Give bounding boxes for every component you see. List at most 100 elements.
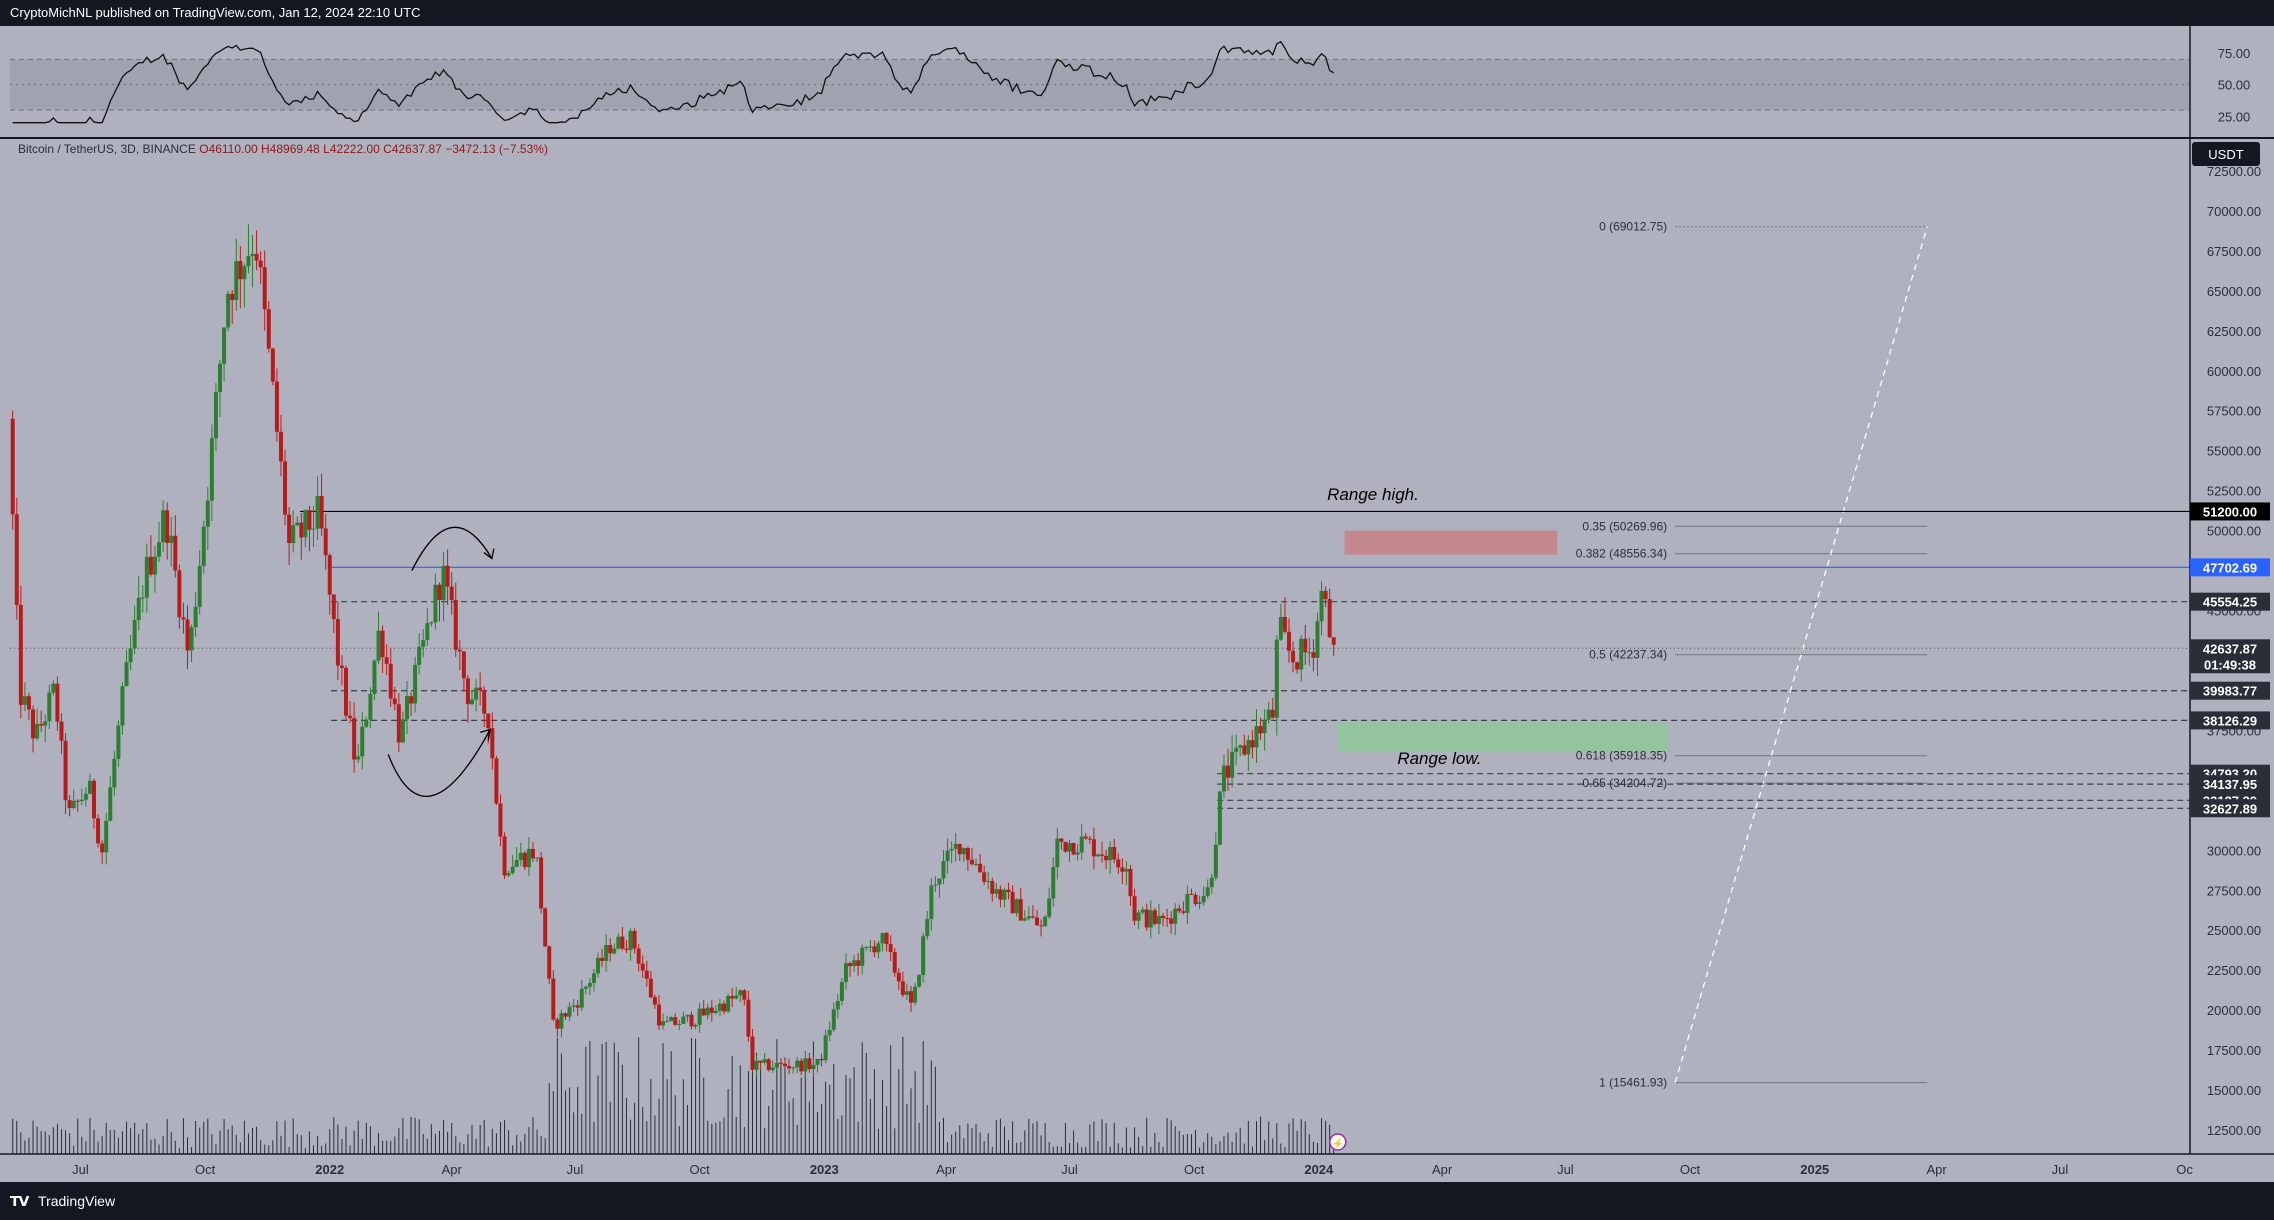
candle-body xyxy=(827,1029,832,1036)
candle-body xyxy=(445,565,450,587)
y-tick-label: 67500.00 xyxy=(2207,244,2261,259)
candle-body xyxy=(880,933,885,944)
current-price-tag-label: 42637.87 xyxy=(2203,641,2257,656)
candle-body xyxy=(1030,916,1035,918)
candle-body xyxy=(1148,910,1153,928)
candle-body xyxy=(579,988,584,1008)
candle-body xyxy=(157,542,162,557)
candle-body xyxy=(490,728,495,759)
candle-body xyxy=(1055,838,1060,868)
level-price-tag-label: 51200.00 xyxy=(2203,504,2257,519)
level-price-tag: 38126.29 xyxy=(2190,711,2270,730)
rsi-line xyxy=(12,40,1335,124)
y-tick-label: 15000.00 xyxy=(2207,1083,2261,1098)
x-tick-label: 2022 xyxy=(315,1162,344,1177)
candle-body xyxy=(978,863,983,873)
level-price-tag-bg xyxy=(2190,711,2270,730)
footer-brand[interactable]: TradingView xyxy=(38,1193,116,1209)
candle-body xyxy=(437,584,442,600)
level-price-tag: 47702.69 xyxy=(2190,558,2270,577)
candle-body xyxy=(59,721,64,741)
candle-body xyxy=(563,1013,568,1017)
candle-body xyxy=(1287,631,1292,651)
candle-body xyxy=(1201,895,1206,903)
candle-body xyxy=(315,496,320,529)
y-tick-label: 30000.00 xyxy=(2207,843,2261,858)
arc-arrow-top xyxy=(411,526,493,571)
candle-body xyxy=(246,256,251,267)
chart-area[interactable]: 25.00 50.00 75.00 0 (69012.75) 0.35 (50269.9… xyxy=(0,26,2274,1182)
candle-body xyxy=(697,1008,702,1025)
y-tick-label: 72500.00 xyxy=(2207,164,2261,179)
candle-body xyxy=(994,889,999,894)
candle-body xyxy=(624,948,629,950)
candle-body xyxy=(254,253,259,261)
x-tick-label: Apr xyxy=(1927,1162,1948,1177)
lightning-icon[interactable]: ⚡ xyxy=(1329,1133,1347,1151)
candle-body xyxy=(831,1009,836,1030)
candle-body xyxy=(1002,889,1007,900)
candle-body xyxy=(957,843,962,855)
candle-body xyxy=(234,261,239,301)
candle-body xyxy=(226,293,231,328)
candle-body xyxy=(1319,590,1324,622)
candle-body xyxy=(1209,877,1214,888)
x-tick-label: Oc xyxy=(2176,1162,2193,1177)
fib-level-label: 0.65 (34204.72) xyxy=(1582,776,1667,790)
currency-box[interactable]: USDT xyxy=(2192,142,2260,166)
candle-body xyxy=(18,604,23,705)
chart-svg[interactable]: 25.00 50.00 75.00 0 (69012.75) 0.35 (50269.9… xyxy=(0,26,2274,1182)
rsi-band xyxy=(10,59,2190,110)
candle-body xyxy=(782,1063,787,1067)
candle-body xyxy=(616,936,621,949)
candle-body xyxy=(413,664,418,704)
x-tick-label: Jul xyxy=(567,1162,584,1177)
candle-body xyxy=(925,919,930,937)
candle-body xyxy=(63,740,68,801)
candles xyxy=(10,224,1336,1078)
candle-body xyxy=(933,884,938,886)
candle-body xyxy=(1246,740,1251,755)
candle-body xyxy=(835,1001,840,1010)
candle-body xyxy=(514,860,519,867)
fib-level-label: 0.382 (48556.34) xyxy=(1576,547,1667,561)
tradingview-logo-icon[interactable]: 𝗧𝗩 xyxy=(10,1193,29,1209)
y-tick-label: 20000.00 xyxy=(2207,1003,2261,1018)
candle-body xyxy=(949,848,954,851)
candle-body xyxy=(278,431,283,462)
candle-body xyxy=(323,528,328,556)
level-price-tag: 34137.95 xyxy=(2190,775,2270,794)
candle-body xyxy=(884,933,889,945)
candle-body xyxy=(1181,911,1186,913)
candle-body xyxy=(815,1058,820,1065)
y-tick-label: 25000.00 xyxy=(2207,923,2261,938)
candle-body xyxy=(165,510,170,543)
candle-body xyxy=(811,1064,816,1070)
candle-body xyxy=(213,392,218,439)
candle-body xyxy=(400,719,405,743)
candle-body xyxy=(100,843,105,853)
candle-body xyxy=(665,1021,670,1023)
candle-body xyxy=(1018,899,1023,921)
candle-body xyxy=(876,943,881,953)
x-tick-label: Jul xyxy=(2052,1162,2069,1177)
candle-body xyxy=(705,1007,710,1016)
candle-body xyxy=(144,556,149,598)
candle-body xyxy=(685,1014,690,1017)
candle-body xyxy=(1079,836,1084,853)
candle-body xyxy=(465,678,470,705)
level-price-tag: 32627.89 xyxy=(2190,799,2270,818)
candle-body xyxy=(1213,844,1218,878)
candle-body xyxy=(1234,747,1239,752)
candle-body xyxy=(969,859,974,865)
candle-body xyxy=(583,986,588,989)
candle-body xyxy=(104,820,109,853)
y-tick-label: 57500.00 xyxy=(2207,404,2261,419)
x-tick-label: Oct xyxy=(1184,1162,1205,1177)
candle-body xyxy=(717,1003,722,1011)
candle-body xyxy=(856,960,861,966)
candle-body xyxy=(388,663,393,699)
candle-body xyxy=(39,723,44,726)
candle-body xyxy=(1242,745,1247,755)
x-tick-label: Oct xyxy=(690,1162,711,1177)
